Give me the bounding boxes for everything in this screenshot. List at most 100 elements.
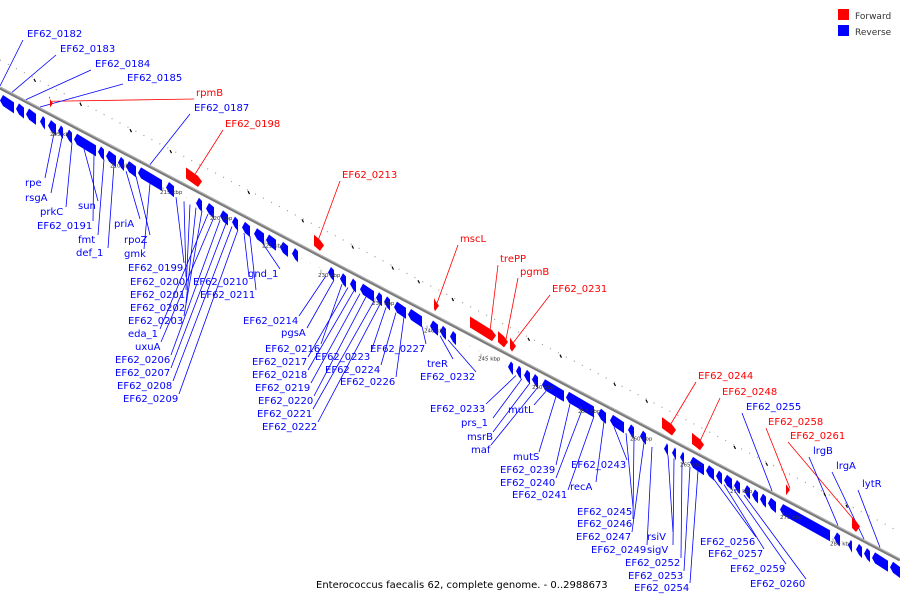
- reverse-leader-line: [307, 287, 349, 358]
- reverse-gene-label: sun: [78, 201, 96, 212]
- reverse-gene-label: EF62_0185: [127, 73, 182, 84]
- reverse-gene-label: maf: [471, 445, 491, 456]
- reverse-gene-block: [196, 197, 202, 212]
- reverse-gene-label: EF62_0255: [746, 402, 801, 413]
- forward-leader-line: [436, 244, 459, 304]
- reverse-leader-line: [317, 304, 381, 423]
- reverse-gene-label: EF62_0246: [577, 519, 632, 530]
- scale-tick-label: 260 kbp: [630, 436, 653, 442]
- reverse-leader-line: [92, 154, 95, 222]
- track-marker: [169, 149, 173, 154]
- reverse-gene-block: [394, 301, 406, 319]
- reverse-leader-line: [447, 339, 477, 373]
- forward-gene-label: EF62_0198: [225, 119, 280, 130]
- reverse-gene-label: EF62_0203: [128, 316, 183, 327]
- reverse-leader-line: [307, 290, 355, 371]
- reverse-gene-label: EF62_0259: [730, 564, 785, 575]
- reverse-gene-block: [848, 539, 852, 553]
- reverse-gene-label: EF62_0241: [512, 490, 567, 501]
- scale-tick-label: 220 kbp: [210, 216, 233, 222]
- reverse-gene-label: fmt: [78, 235, 95, 246]
- reverse-gene-label: EF62_0207: [115, 368, 170, 379]
- forward-gene-block: [852, 516, 860, 533]
- reverse-leader-line: [261, 242, 281, 270]
- reverse-gene-block: [254, 228, 264, 245]
- forward-gene-label: trePP: [500, 254, 526, 265]
- reverse-gene-block: [220, 210, 228, 226]
- reverse-gene-label: lrgB: [813, 446, 833, 457]
- reverse-gene-label: EF62_0214: [243, 316, 298, 327]
- reverse-gene-block: [138, 167, 162, 191]
- reverse-leader-line: [183, 210, 203, 317]
- reverse-leader-line: [857, 489, 881, 548]
- forward-leader-line: [669, 381, 697, 426]
- reverse-gene-label: EF62_0240: [500, 478, 555, 489]
- reverse-gene-block: [328, 267, 334, 282]
- reverse-leader-line: [44, 133, 55, 179]
- reverse-leader-line: [97, 159, 105, 236]
- scale-tick-label: 240 kbp: [424, 328, 447, 334]
- reverse-gene-block: [834, 532, 840, 547]
- reverse-gene-block: [350, 278, 356, 293]
- forward-gene-label: pgmB: [520, 267, 549, 278]
- reverse-gene-label: lrgA: [836, 461, 856, 472]
- forward-gene-block: [434, 297, 439, 312]
- forward-gene-label: EF62_0244: [698, 371, 753, 382]
- track-marker: [391, 266, 395, 270]
- reverse-leader-line: [107, 164, 115, 249]
- reverse-gene-block: [66, 129, 72, 144]
- reverse-gene-label: EF62_0201: [130, 290, 185, 301]
- reverse-gene-block: [430, 320, 438, 336]
- reverse-gene-block: [508, 361, 513, 376]
- forward-leader-line: [193, 129, 224, 176]
- forward-gene-label: EF62_0258: [768, 417, 823, 428]
- reverse-leader-line: [689, 470, 699, 584]
- reverse-gene-label: prs_1: [461, 418, 488, 429]
- reverse-gene-label: EF62_0218: [252, 370, 307, 381]
- reverse-gene-label: EF62_0233: [430, 404, 485, 415]
- reverse-gene-block: [706, 465, 714, 481]
- reverse-gene-label: def_1: [76, 248, 103, 259]
- reverse-leader-line: [743, 494, 807, 580]
- reverse-leader-line: [380, 312, 397, 366]
- reverse-gene-label: EF62_0254: [634, 583, 689, 594]
- reverse-leader-line: [683, 466, 691, 572]
- reverse-gene-block: [58, 125, 63, 140]
- reverse-leader-line: [143, 183, 151, 250]
- scale-tick-label: 255 kbp: [578, 409, 601, 415]
- reverse-gene-block: [232, 216, 238, 231]
- forward-gene-block: [786, 482, 790, 496]
- forward-leader-line: [699, 397, 721, 442]
- reverse-leader-line: [83, 148, 99, 202]
- reverse-leader-line: [808, 456, 839, 526]
- track-marker: [79, 102, 83, 107]
- genome-backbone: [0, 86, 900, 562]
- reverse-gene-label: EF62_0223: [315, 352, 370, 363]
- reverse-gene-label: EF62_0239: [500, 465, 555, 476]
- reverse-gene-label: EF62_0252: [625, 558, 680, 569]
- forward-leader-line: [765, 427, 791, 489]
- reverse-leader-line: [533, 390, 547, 406]
- reverse-gene-block: [292, 248, 298, 263]
- reverse-gene-label: EF62_0245: [577, 507, 632, 518]
- scale-tick-label: 230 kbp: [318, 273, 341, 279]
- scale-tick-label: 215 kbp: [160, 190, 183, 196]
- legend-forward-label: Forward: [855, 12, 891, 22]
- reverse-gene-label: EF62_0249: [591, 545, 646, 556]
- reverse-gene-label: mutS: [513, 452, 539, 463]
- track-marker: [733, 445, 737, 450]
- reverse-leader-line: [646, 446, 653, 546]
- reverse-gene-label: priA: [114, 219, 134, 230]
- reverse-gene-block: [734, 479, 740, 495]
- reverse-gene-block: [16, 103, 24, 119]
- forward-gene-block: [510, 337, 516, 352]
- reverse-leader-line: [733, 489, 787, 565]
- reverse-gene-label: sigV: [647, 545, 668, 556]
- forward-gene-label: EF62_0213: [342, 170, 397, 181]
- reverse-gene-block: [516, 365, 521, 380]
- reverse-gene-label: msrB: [467, 432, 493, 443]
- track-marker: [645, 399, 649, 404]
- reverse-gene-label: gnd_1: [248, 269, 278, 280]
- reverse-gene-label: EF62_0183: [60, 44, 115, 55]
